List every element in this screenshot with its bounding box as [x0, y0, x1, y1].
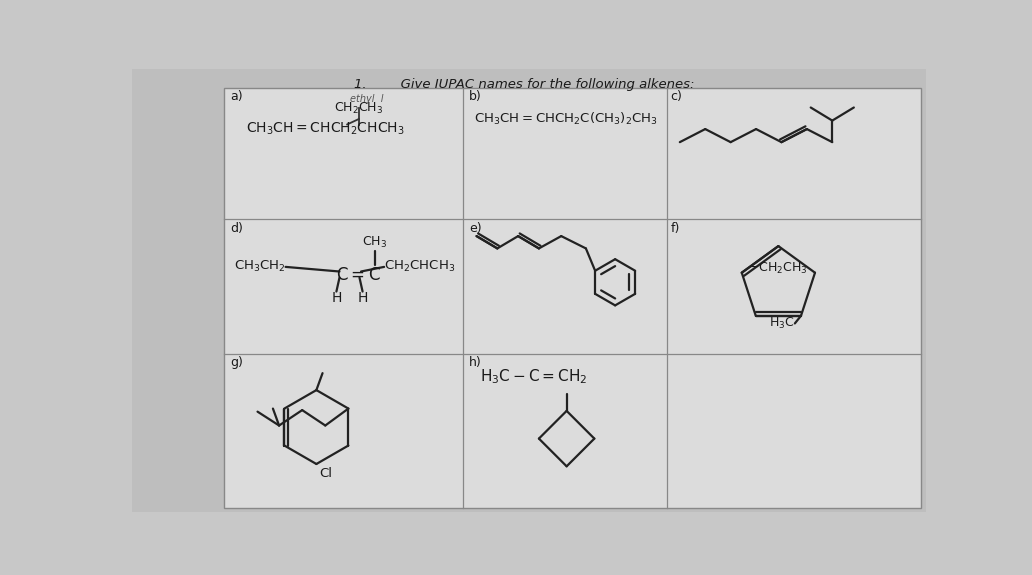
Text: Cl: Cl: [320, 467, 332, 480]
Text: e): e): [469, 222, 482, 235]
Text: $\mathsf{H}$: $\mathsf{H}$: [331, 291, 342, 305]
Text: $\mathsf{CH_3CH{=}CHCH_2CHCH_3}$: $\mathsf{CH_3CH{=}CHCH_2CHCH_3}$: [246, 121, 405, 137]
Text: d): d): [230, 222, 243, 235]
Bar: [224, 88, 921, 508]
Text: f): f): [671, 222, 680, 235]
Text: a): a): [230, 90, 243, 103]
Text: $\mathsf{H}$: $\mathsf{H}$: [357, 291, 368, 305]
Text: $\mathsf{C{=}C}$: $\mathsf{C{=}C}$: [336, 266, 381, 283]
Text: c): c): [671, 90, 682, 103]
Text: $\mathsf{CH_3}$: $\mathsf{CH_3}$: [362, 235, 387, 250]
Text: h): h): [469, 356, 482, 369]
Text: $\mathsf{CH_3CH_2}$: $\mathsf{CH_3CH_2}$: [233, 259, 286, 274]
Text: $\mathsf{CH_3CH{=}CHCH_2C(CH_3)_2CH_3}$: $\mathsf{CH_3CH{=}CHCH_2C(CH_3)_2CH_3}$: [475, 111, 658, 127]
Text: $\mathsf{CH_2CHCH_3}$: $\mathsf{CH_2CHCH_3}$: [384, 259, 455, 274]
Text: $\mathsf{H_3C-C{=}CH_2}$: $\mathsf{H_3C-C{=}CH_2}$: [480, 367, 587, 386]
Text: b): b): [469, 90, 482, 103]
Text: $\mathsf{CH_2CH_3}$: $\mathsf{CH_2CH_3}$: [334, 101, 383, 116]
Text: $\mathsf{-CH_2CH_3}$: $\mathsf{-CH_2CH_3}$: [748, 261, 808, 277]
Text: $\mathsf{H_3C}$: $\mathsf{H_3C}$: [769, 316, 795, 331]
Text: 1.        Give IUPAC names for the following alkenes:: 1. Give IUPAC names for the following al…: [354, 78, 695, 91]
Text: g): g): [230, 356, 243, 369]
Text: ethyl  l: ethyl l: [350, 94, 383, 104]
